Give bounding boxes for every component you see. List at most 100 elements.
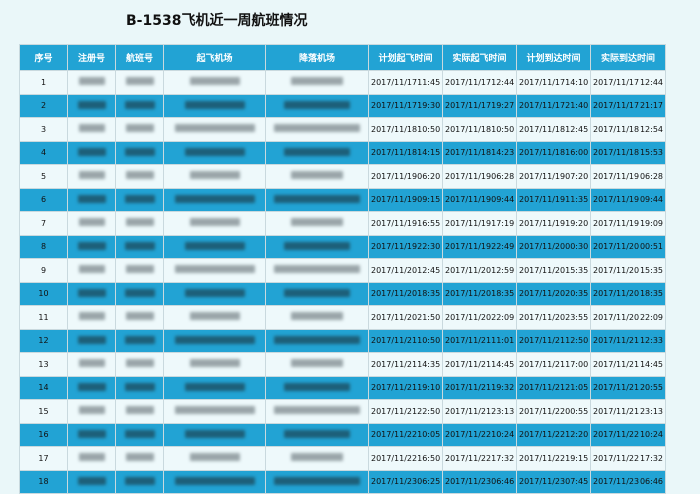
row-index: 18 (19, 469, 68, 494)
time: 22:09 (491, 312, 515, 322)
time: 21:40 (565, 101, 589, 111)
redacted-blur (124, 429, 155, 438)
actual-arrival: 2017/11/22 10:24 (590, 422, 666, 447)
date: 2017/11/18 (371, 148, 418, 158)
actual-departure: 2017/11/18 10:50 (442, 117, 517, 142)
redacted-blur (125, 218, 154, 227)
registration-redacted (67, 258, 116, 283)
redacted-blur (174, 194, 255, 203)
date: 2017/11/20 (371, 289, 418, 299)
date: 2017/11/21 (371, 383, 418, 393)
scheduled-departure: 2017/11/20 12:45 (368, 258, 443, 283)
redacted-blur (284, 429, 350, 438)
time: 19:10 (417, 383, 441, 393)
time: 22:09 (639, 312, 663, 322)
arrival-airport-redacted (265, 140, 369, 165)
redacted-blur (184, 429, 245, 438)
date: 2017/11/17 (519, 101, 566, 111)
flight-number-redacted (115, 305, 164, 330)
time: 17:19 (491, 218, 515, 228)
time: 00:55 (565, 406, 589, 416)
time: 14:23 (491, 148, 515, 158)
flight-number-redacted (115, 164, 164, 189)
date: 2017/11/20 (519, 289, 566, 299)
flight-number-redacted (115, 70, 164, 95)
table-row: 15 2017/11/21 22:50 2017/11/21 23:13 2017/11/… (19, 399, 666, 424)
redacted-blur (274, 194, 360, 203)
actual-arrival: 2017/11/20 00:51 (590, 234, 666, 259)
actual-arrival: 2017/11/19 19:09 (590, 211, 666, 236)
time: 11:45 (417, 77, 441, 87)
departure-airport-redacted (163, 234, 266, 259)
table-row: 16 2017/11/22 10:05 2017/11/22 10:24 2017/11/… (19, 422, 666, 447)
registration-redacted (67, 446, 116, 471)
date: 2017/11/17 (519, 77, 566, 87)
time: 09:44 (491, 195, 515, 205)
date: 2017/11/21 (445, 383, 492, 393)
date: 2017/11/20 (593, 265, 640, 275)
departure-airport-redacted (163, 258, 266, 283)
date: 2017/11/22 (371, 430, 418, 440)
scheduled-arrival: 2017/11/21 21:05 (516, 375, 591, 400)
table-row: 11 2017/11/20 21:50 2017/11/20 22:09 2017/11/… (19, 305, 666, 330)
departure-airport-redacted (163, 93, 266, 118)
date: 2017/11/22 (371, 453, 418, 463)
date: 2017/11/19 (371, 195, 418, 205)
arrival-airport-redacted (265, 469, 369, 494)
time: 14:10 (565, 77, 589, 87)
arrival-airport-redacted (265, 305, 369, 330)
registration-redacted (67, 328, 116, 353)
redacted-blur (284, 147, 350, 156)
scheduled-arrival: 2017/11/20 23:55 (516, 305, 591, 330)
date: 2017/11/21 (445, 336, 492, 346)
redacted-blur (284, 382, 350, 391)
date: 2017/11/21 (593, 336, 640, 346)
time: 00:30 (565, 242, 589, 252)
time: 19:32 (491, 383, 515, 393)
time: 17:32 (639, 453, 663, 463)
table-row: 3 2017/11/18 10:50 2017/11/18 10:50 2017/11/1… (19, 117, 666, 142)
date: 2017/11/20 (445, 265, 492, 275)
departure-airport-redacted (163, 422, 266, 447)
time: 18:35 (417, 289, 441, 299)
flight-number-redacted (115, 117, 164, 142)
time: 18:35 (639, 289, 663, 299)
date: 2017/11/18 (371, 124, 418, 134)
departure-airport-redacted (163, 211, 266, 236)
redacted-blur (77, 335, 106, 344)
scheduled-departure: 2017/11/19 06:20 (368, 164, 443, 189)
departure-airport-redacted (163, 164, 266, 189)
actual-arrival: 2017/11/18 15:53 (590, 140, 666, 165)
redacted-blur (125, 453, 154, 462)
arrival-airport-redacted (265, 164, 369, 189)
row-index: 7 (19, 211, 68, 236)
redacted-blur (78, 359, 105, 368)
redacted-blur (125, 77, 154, 86)
redacted-blur (291, 312, 343, 321)
date: 2017/11/19 (371, 242, 418, 252)
flight-number-redacted (115, 422, 164, 447)
redacted-blur (77, 382, 106, 391)
registration-redacted (67, 93, 116, 118)
departure-airport-redacted (163, 187, 266, 212)
time: 12:45 (417, 265, 441, 275)
scheduled-arrival: 2017/11/19 19:20 (516, 211, 591, 236)
redacted-blur (125, 312, 154, 321)
time: 09:15 (417, 195, 441, 205)
redacted-blur (125, 406, 154, 415)
col-departure-airport-header: 起飞机场 (163, 44, 266, 71)
redacted-blur (77, 147, 106, 156)
registration-redacted (67, 422, 116, 447)
actual-departure: 2017/11/23 06:46 (442, 469, 517, 494)
arrival-airport-redacted (265, 281, 369, 306)
flight-number-redacted (115, 93, 164, 118)
flight-number-redacted (115, 258, 164, 283)
date: 2017/11/18 (445, 124, 492, 134)
scheduled-departure: 2017/11/20 18:35 (368, 281, 443, 306)
scheduled-departure: 2017/11/22 16:50 (368, 446, 443, 471)
scheduled-arrival: 2017/11/19 11:35 (516, 187, 591, 212)
row-index: 5 (19, 164, 68, 189)
time: 10:24 (491, 430, 515, 440)
redacted-blur (125, 265, 154, 274)
redacted-blur (124, 382, 155, 391)
